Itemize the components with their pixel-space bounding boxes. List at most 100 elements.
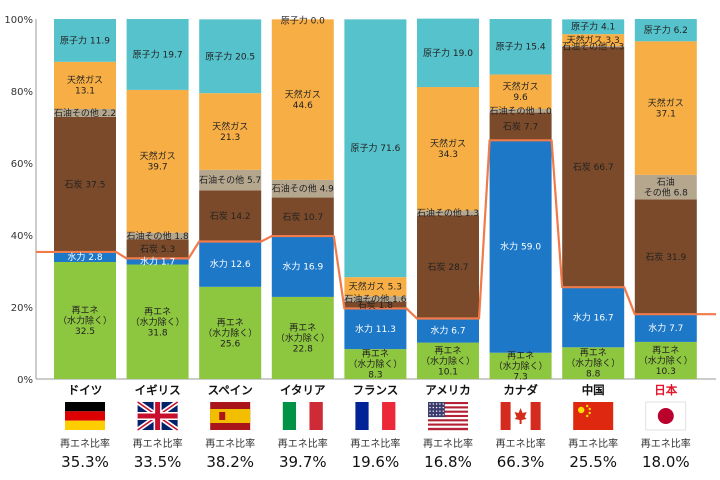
ratio-value: 66.3% <box>497 453 545 471</box>
segment-label: 天然ガス 3.3 <box>567 34 620 46</box>
segment-label: 石油その他 1.8 <box>127 230 189 242</box>
segment-label: 10.1 <box>438 367 458 377</box>
segment-label: 石油その他 1.6 <box>344 293 406 305</box>
bar-segment-nuclear <box>344 19 407 278</box>
bar-segment-nuclear <box>489 19 552 75</box>
segment-label: 7.3 <box>513 372 527 382</box>
segment-label: 原子力 0.0 <box>281 14 325 26</box>
bar-segment-gas <box>634 41 697 175</box>
country-name: イギリス <box>135 383 181 397</box>
segment-label: 天然ガス <box>285 88 321 100</box>
segment-label: 水力 59.0 <box>500 241 541 253</box>
bar-segment-coal <box>489 112 552 141</box>
bar-segment-nuclear <box>199 19 262 94</box>
bar-segment-gas <box>126 89 189 233</box>
segment-label: 石油その他 4.9 <box>272 183 334 195</box>
bar-segment-gas <box>562 34 625 46</box>
bar-segment-gas <box>271 19 334 180</box>
segment-label: 水力 11.3 <box>355 323 396 335</box>
bar-segment-coal <box>271 197 334 237</box>
ratio-label: 再エネ比率 <box>205 437 255 450</box>
ratio-label: 再エネ比率 <box>278 437 328 450</box>
france-flag-icon <box>355 402 396 430</box>
segment-label: 石炭 14.2 <box>210 211 251 222</box>
segment-label: 再エネ <box>71 305 98 316</box>
bar-segment-gas <box>489 74 552 109</box>
country-name: 中国 <box>582 383 605 397</box>
canada-flag-icon <box>500 402 541 430</box>
segment-label: 天然ガス <box>648 97 684 109</box>
segment-label: 再エネ <box>580 348 607 359</box>
segment-label: 13.1 <box>75 87 95 97</box>
segment-label: 32.5 <box>75 327 95 337</box>
segment-label: 再エネ <box>217 317 244 328</box>
segment-label: （水力除く） <box>276 332 330 344</box>
segment-label: 石油 <box>657 176 675 188</box>
segment-label: 水力 6.7 <box>430 325 465 337</box>
bar-segment-hydro <box>126 258 189 265</box>
bar-segment-hydro <box>417 318 479 343</box>
y-tick-label: 40% <box>11 231 33 242</box>
bar-segment-hydro <box>199 241 262 287</box>
stacked-bars <box>54 18 697 379</box>
ratio-label: 再エネ比率 <box>496 437 546 450</box>
bar-segment-nuclear <box>54 19 116 62</box>
country-name: カナダ <box>503 383 538 397</box>
renewable-ratio-line <box>36 139 716 320</box>
y-tick-label: 60% <box>11 159 33 170</box>
bar-segment-oil_other <box>562 46 625 48</box>
segment-label: 22.8 <box>293 344 313 354</box>
bar-segment-coal <box>344 301 407 309</box>
ratio-value: 16.8% <box>424 453 472 471</box>
bar-segment-oil_other <box>489 109 552 113</box>
bar-segment-oil_other <box>54 109 116 117</box>
segment-label: 石油その他 1.3 <box>417 207 479 219</box>
ratio-label: 再エネ比率 <box>133 437 183 450</box>
bar-segment-renewable <box>54 262 116 379</box>
country-name: フランス <box>353 383 399 397</box>
bar-segment-coal <box>54 116 116 252</box>
segment-label: （水力除く） <box>494 360 548 372</box>
ratio-value: 39.7% <box>279 453 327 471</box>
segment-label: 8.8 <box>586 370 601 380</box>
bar-segment-gas <box>417 87 479 211</box>
segment-label: 水力 16.9 <box>282 261 323 273</box>
segment-label: 石油その他 1.0 <box>490 105 552 117</box>
bar-segment-nuclear <box>417 18 479 88</box>
segment-label: 天然ガス <box>503 80 539 92</box>
segment-label: 石炭 10.7 <box>282 212 323 223</box>
segment-label: 天然ガス <box>67 74 103 86</box>
segment-label: 原子力 4.1 <box>571 21 615 33</box>
bar-segment-hydro <box>54 251 116 262</box>
y-tick-label: 0% <box>17 375 33 386</box>
bar-segment-gas <box>344 277 407 297</box>
renewable-ratio-line-path <box>36 139 716 320</box>
bar-segment-oil_other <box>417 210 479 216</box>
y-tick-label: 100% <box>4 15 33 26</box>
bar-segment-hydro <box>344 308 407 350</box>
bar-segment-oil_other <box>344 296 407 302</box>
bar-segment-renewable <box>562 347 625 379</box>
bar-segment-renewable <box>489 352 552 379</box>
bar-segment-oil_other <box>126 232 189 240</box>
segment-label: 8.3 <box>368 371 382 381</box>
bar-segment-oil_other <box>199 169 262 191</box>
segment-label: 39.7 <box>148 163 168 173</box>
segment-label: 25.6 <box>220 339 240 349</box>
segment-label: 37.1 <box>656 109 676 119</box>
segment-label: 原子力 19.0 <box>423 47 473 59</box>
y-tick-label: 80% <box>11 87 33 98</box>
country-name: イタリア <box>280 383 326 397</box>
bar-segment-coal <box>417 215 479 319</box>
segment-label: （水力除く） <box>566 357 620 369</box>
bar-segment-renewable <box>417 342 479 379</box>
japan-flag-icon <box>645 401 687 431</box>
segment-label: 石炭 66.7 <box>573 162 614 173</box>
segment-label: 石油その他 2.2 <box>54 107 116 119</box>
segment-label: 再エネ <box>144 306 171 317</box>
bar-segment-nuclear <box>562 19 625 35</box>
ratio-value: 38.2% <box>206 453 254 471</box>
segment-label: 再エネ <box>289 322 316 333</box>
